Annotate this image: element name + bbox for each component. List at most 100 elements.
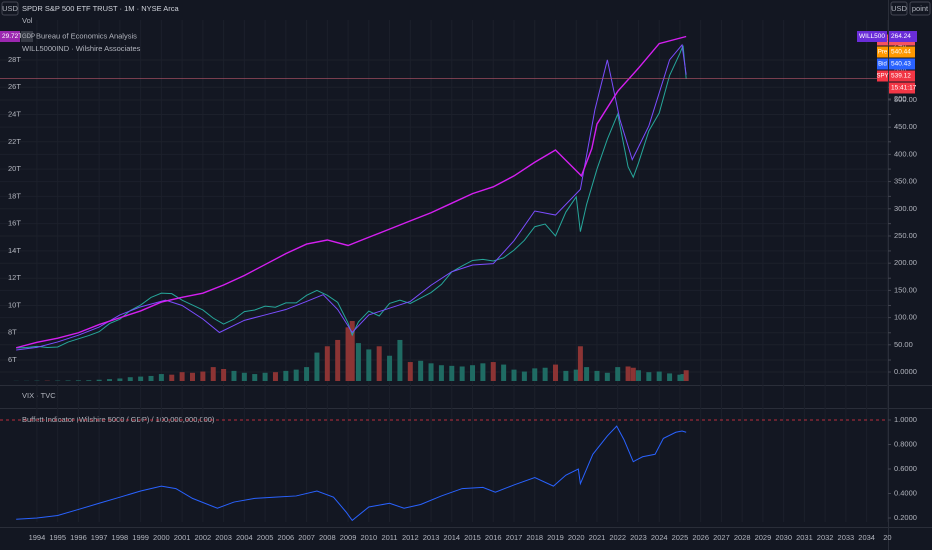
volume-bar bbox=[449, 365, 455, 381]
volume-bar bbox=[615, 367, 621, 381]
series-tag bbox=[889, 31, 917, 42]
y-tick-label: 0.0000 bbox=[894, 367, 917, 376]
pane-label: Buffett Indicator (Wilshire 5000 / GDP) … bbox=[22, 415, 215, 424]
currency-button[interactable] bbox=[890, 1, 908, 16]
x-tick-label: 2014 bbox=[443, 533, 460, 542]
volume-bar bbox=[293, 369, 299, 381]
volume-bar bbox=[366, 349, 372, 381]
volume-bar bbox=[438, 365, 444, 381]
currency-label[interactable]: USD bbox=[891, 4, 907, 13]
quote-value: 539.12 bbox=[891, 73, 911, 80]
unit-button[interactable] bbox=[909, 1, 931, 16]
x-tick-label: 1995 bbox=[49, 533, 66, 542]
quote-label: SPY bbox=[876, 74, 888, 80]
volume-label: Vol bbox=[22, 16, 33, 25]
quote-value: 540.43 bbox=[891, 61, 911, 68]
y-tick-label: 100.00 bbox=[894, 313, 917, 322]
y-tick-label: 150.00 bbox=[894, 285, 917, 294]
volume-bar bbox=[521, 371, 527, 381]
currency-label[interactable]: USD bbox=[2, 4, 18, 13]
y-tick-label: 350.00 bbox=[894, 177, 917, 186]
x-tick-label: 2023 bbox=[630, 533, 647, 542]
currency-button[interactable] bbox=[1, 1, 19, 16]
volume-bar bbox=[252, 374, 258, 381]
volume-bar bbox=[179, 372, 185, 381]
x-tick-label: 2003 bbox=[215, 533, 232, 542]
y-tick-label: 16T bbox=[8, 219, 21, 228]
volume-bar bbox=[210, 367, 216, 381]
series-line bbox=[16, 35, 687, 349]
volume-bar bbox=[96, 379, 102, 381]
volume-bar bbox=[158, 374, 164, 381]
x-tick-label: 2002 bbox=[195, 533, 212, 542]
y-tick-label: 20T bbox=[8, 164, 21, 173]
unit-label[interactable]: point bbox=[912, 4, 929, 13]
x-tick-label: 2017 bbox=[506, 533, 523, 542]
volume-bar bbox=[107, 379, 113, 381]
quote-label: Pre bbox=[878, 50, 888, 56]
volume-bar bbox=[594, 370, 600, 381]
y-tick-label: 1.0000 bbox=[894, 415, 917, 424]
volume-bar bbox=[200, 371, 206, 381]
y-tick-label: 300.00 bbox=[894, 204, 917, 213]
y-tick-label: 0.6000 bbox=[894, 464, 917, 473]
volume-bar bbox=[459, 366, 465, 381]
x-tick-label: 2016 bbox=[485, 533, 502, 542]
x-tick-label: 2015 bbox=[464, 533, 481, 542]
volume-bar bbox=[283, 370, 289, 381]
volume-bar bbox=[387, 355, 393, 381]
x-tick-label: 2022 bbox=[609, 533, 626, 542]
volume-bar bbox=[683, 370, 689, 381]
x-tick-label: 2025 bbox=[672, 533, 689, 542]
series-tag bbox=[857, 31, 887, 42]
y-tick-label: 450.00 bbox=[894, 122, 917, 131]
volume-bar bbox=[324, 346, 330, 381]
volume-bar bbox=[272, 372, 278, 381]
countdown-tag bbox=[889, 82, 915, 94]
volume-bar bbox=[532, 368, 538, 381]
x-tick-label: 2029 bbox=[755, 533, 772, 542]
y-tick-label: 250.00 bbox=[894, 231, 917, 240]
quote-label: Bid bbox=[878, 62, 887, 68]
x-tick-label: 2026 bbox=[692, 533, 709, 542]
volume-bar bbox=[189, 372, 195, 381]
volume-bar bbox=[680, 374, 686, 381]
volume-bar bbox=[573, 369, 579, 381]
volume-bar bbox=[428, 363, 434, 381]
x-tick-label: 2009 bbox=[340, 533, 357, 542]
volume-bar bbox=[148, 375, 154, 381]
volume-bar bbox=[262, 372, 268, 381]
volume-bar bbox=[656, 371, 662, 381]
volume-bar bbox=[577, 346, 583, 381]
series-line bbox=[16, 43, 687, 351]
countdown: 15:41:17 bbox=[891, 85, 917, 92]
x-tick-label: 2028 bbox=[734, 533, 751, 542]
x-tick-label: 2013 bbox=[423, 533, 440, 542]
x-tick-label: 20 bbox=[883, 533, 891, 542]
x-tick-label: 2001 bbox=[174, 533, 191, 542]
y-tick-label: 6T bbox=[8, 355, 17, 364]
quote-tag bbox=[889, 46, 915, 58]
x-tick-label: 2033 bbox=[838, 533, 855, 542]
x-tick-label: 2008 bbox=[319, 533, 336, 542]
x-tick-label: 2004 bbox=[236, 533, 253, 542]
y-tick-label: 0.2000 bbox=[894, 513, 917, 522]
volume-bar bbox=[335, 339, 341, 381]
y-tick-label: 8T bbox=[8, 328, 17, 337]
pane-label: VIX · TVC bbox=[22, 391, 56, 400]
legend-name: GDP bbox=[22, 34, 35, 40]
x-tick-label: 2005 bbox=[257, 533, 274, 542]
volume-bar bbox=[241, 372, 247, 381]
series-tag-value: 264.24 bbox=[891, 33, 911, 40]
x-tick-label: 2032 bbox=[817, 533, 834, 542]
quote-tag bbox=[889, 58, 915, 70]
y-tick-label: 50.00 bbox=[894, 340, 913, 349]
x-tick-label: 1997 bbox=[91, 533, 108, 542]
volume-bar bbox=[418, 360, 424, 381]
y-tick-label: 10T bbox=[8, 300, 21, 309]
volume-bar bbox=[397, 339, 403, 381]
volume-bar bbox=[117, 378, 123, 381]
volume-bar bbox=[314, 352, 320, 381]
x-tick-label: 2027 bbox=[713, 533, 730, 542]
